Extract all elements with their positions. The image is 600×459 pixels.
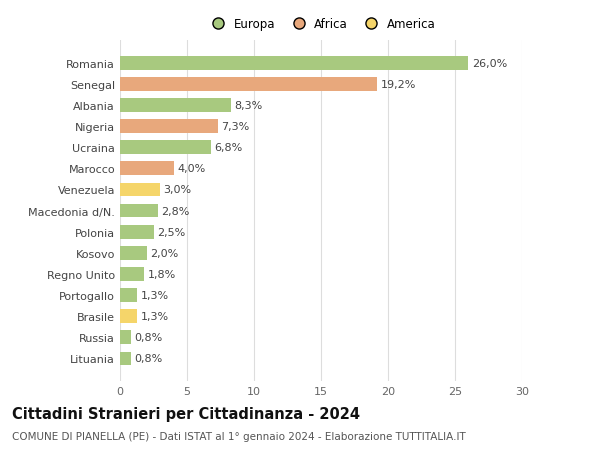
Text: 1,8%: 1,8% [148, 269, 176, 280]
Bar [120, 204, 158, 218]
Text: 19,2%: 19,2% [380, 80, 416, 90]
Text: 6,8%: 6,8% [214, 143, 243, 153]
Text: 1,3%: 1,3% [141, 291, 169, 301]
Bar [120, 78, 377, 91]
Text: 2,0%: 2,0% [150, 248, 178, 258]
Text: COMUNE DI PIANELLA (PE) - Dati ISTAT al 1° gennaio 2024 - Elaborazione TUTTITALI: COMUNE DI PIANELLA (PE) - Dati ISTAT al … [12, 431, 466, 442]
Bar [120, 331, 131, 344]
Bar [120, 99, 231, 112]
Bar [120, 141, 211, 155]
Text: 8,3%: 8,3% [235, 101, 263, 111]
Text: 1,3%: 1,3% [141, 312, 169, 321]
Bar [120, 246, 147, 260]
Legend: Europa, Africa, America: Europa, Africa, America [202, 13, 440, 36]
Text: 7,3%: 7,3% [221, 122, 250, 132]
Bar [120, 289, 137, 302]
Bar [120, 268, 144, 281]
Text: 26,0%: 26,0% [472, 59, 507, 68]
Text: 4,0%: 4,0% [177, 164, 205, 174]
Bar [120, 120, 218, 134]
Bar [120, 162, 173, 176]
Text: 2,8%: 2,8% [161, 206, 189, 216]
Text: Cittadini Stranieri per Cittadinanza - 2024: Cittadini Stranieri per Cittadinanza - 2… [12, 406, 360, 421]
Text: 2,5%: 2,5% [157, 227, 185, 237]
Bar [120, 183, 160, 197]
Bar [120, 310, 137, 324]
Bar [120, 57, 469, 70]
Text: 3,0%: 3,0% [164, 185, 191, 195]
Bar [120, 225, 154, 239]
Bar [120, 352, 131, 365]
Text: 0,8%: 0,8% [134, 354, 163, 364]
Text: 0,8%: 0,8% [134, 333, 163, 342]
